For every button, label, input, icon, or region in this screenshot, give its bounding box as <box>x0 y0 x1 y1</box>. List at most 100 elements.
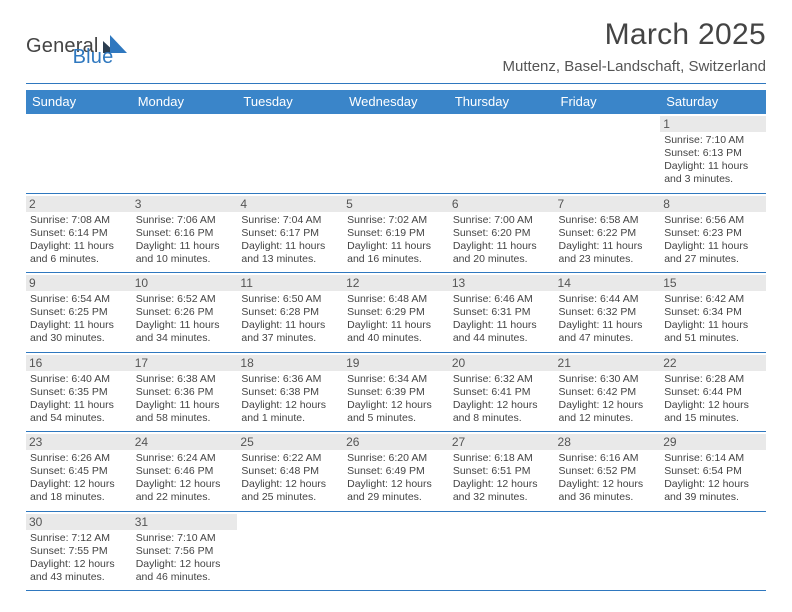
title-rule <box>26 83 766 84</box>
location-text: Muttenz, Basel-Landschaft, Switzerland <box>503 58 766 75</box>
day-details: Sunrise: 6:24 AMSunset: 6:46 PMDaylight:… <box>136 452 234 505</box>
day-details: Sunrise: 6:54 AMSunset: 6:25 PMDaylight:… <box>30 293 128 346</box>
day-number: 10 <box>132 275 238 291</box>
calendar-day-cell <box>343 114 449 193</box>
day-details: Sunrise: 6:26 AMSunset: 6:45 PMDaylight:… <box>30 452 128 505</box>
day-details: Sunrise: 6:50 AMSunset: 6:28 PMDaylight:… <box>241 293 339 346</box>
calendar-day-cell: 23 Sunrise: 6:26 AMSunset: 6:45 PMDayligh… <box>26 432 132 512</box>
calendar-day-cell: 24 Sunrise: 6:24 AMSunset: 6:46 PMDayligh… <box>132 432 238 512</box>
calendar-day-cell: 5 Sunrise: 7:02 AMSunset: 6:19 PMDaylight… <box>343 193 449 273</box>
weekday-header: Wednesday <box>343 90 449 114</box>
day-details: Sunrise: 6:52 AMSunset: 6:26 PMDaylight:… <box>136 293 234 346</box>
calendar-day-cell: 15 Sunrise: 6:42 AMSunset: 6:34 PMDayligh… <box>660 273 766 353</box>
calendar-day-cell: 26 Sunrise: 6:20 AMSunset: 6:49 PMDayligh… <box>343 432 449 512</box>
day-number: 7 <box>555 196 661 212</box>
calendar-day-cell: 11 Sunrise: 6:50 AMSunset: 6:28 PMDayligh… <box>237 273 343 353</box>
day-details: Sunrise: 7:10 AMSunset: 6:13 PMDaylight:… <box>664 134 762 187</box>
day-details: Sunrise: 6:46 AMSunset: 6:31 PMDaylight:… <box>453 293 551 346</box>
day-number: 29 <box>660 434 766 450</box>
calendar-day-cell: 28 Sunrise: 6:16 AMSunset: 6:52 PMDayligh… <box>555 432 661 512</box>
header: General Blue March 2025 Muttenz, Basel-L… <box>26 18 766 75</box>
calendar-day-cell <box>555 114 661 193</box>
day-details: Sunrise: 6:38 AMSunset: 6:36 PMDaylight:… <box>136 373 234 426</box>
calendar-day-cell: 9 Sunrise: 6:54 AMSunset: 6:25 PMDaylight… <box>26 273 132 353</box>
calendar-day-cell: 18 Sunrise: 6:36 AMSunset: 6:38 PMDayligh… <box>237 352 343 432</box>
calendar-day-cell: 1 Sunrise: 7:10 AMSunset: 6:13 PMDaylight… <box>660 114 766 193</box>
day-number: 15 <box>660 275 766 291</box>
calendar-day-cell <box>555 511 661 591</box>
day-number: 22 <box>660 355 766 371</box>
day-number: 28 <box>555 434 661 450</box>
calendar-day-cell <box>343 511 449 591</box>
day-details: Sunrise: 6:44 AMSunset: 6:32 PMDaylight:… <box>559 293 657 346</box>
calendar-day-cell <box>449 114 555 193</box>
day-details: Sunrise: 6:40 AMSunset: 6:35 PMDaylight:… <box>30 373 128 426</box>
calendar-day-cell <box>660 511 766 591</box>
calendar-day-cell: 14 Sunrise: 6:44 AMSunset: 6:32 PMDayligh… <box>555 273 661 353</box>
day-details: Sunrise: 7:02 AMSunset: 6:19 PMDaylight:… <box>347 214 445 267</box>
weekday-header: Tuesday <box>237 90 343 114</box>
day-number: 11 <box>237 275 343 291</box>
calendar-day-cell: 17Sunrise: 6:38 AMSunset: 6:36 PMDayligh… <box>132 352 238 432</box>
day-details: Sunrise: 6:42 AMSunset: 6:34 PMDaylight:… <box>664 293 762 346</box>
day-number: 16 <box>26 355 132 371</box>
day-number: 23 <box>26 434 132 450</box>
day-details: Sunrise: 6:20 AMSunset: 6:49 PMDaylight:… <box>347 452 445 505</box>
calendar-day-cell: 22 Sunrise: 6:28 AMSunset: 6:44 PMDayligh… <box>660 352 766 432</box>
day-number: 21 <box>555 355 661 371</box>
calendar-day-cell: 3 Sunrise: 7:06 AMSunset: 6:16 PMDaylight… <box>132 193 238 273</box>
calendar-body: 1 Sunrise: 7:10 AMSunset: 6:13 PMDaylight… <box>26 114 766 591</box>
calendar-week-row: 30 Sunrise: 7:12 AMSunset: 7:55 PMDayligh… <box>26 511 766 591</box>
day-details: Sunrise: 6:16 AMSunset: 6:52 PMDaylight:… <box>559 452 657 505</box>
day-number: 12 <box>343 275 449 291</box>
day-details: Sunrise: 6:58 AMSunset: 6:22 PMDaylight:… <box>559 214 657 267</box>
calendar-day-cell: 25Sunrise: 6:22 AMSunset: 6:48 PMDayligh… <box>237 432 343 512</box>
calendar-week-row: 1 Sunrise: 7:10 AMSunset: 6:13 PMDaylight… <box>26 114 766 193</box>
day-details: Sunrise: 6:28 AMSunset: 6:44 PMDaylight:… <box>664 373 762 426</box>
calendar-day-cell <box>237 114 343 193</box>
calendar-day-cell: 19Sunrise: 6:34 AMSunset: 6:39 PMDayligh… <box>343 352 449 432</box>
calendar-day-cell: 4 Sunrise: 7:04 AMSunset: 6:17 PMDaylight… <box>237 193 343 273</box>
calendar-day-cell: 8Sunrise: 6:56 AMSunset: 6:23 PMDaylight… <box>660 193 766 273</box>
day-number: 26 <box>343 434 449 450</box>
day-details: Sunrise: 6:32 AMSunset: 6:41 PMDaylight:… <box>453 373 551 426</box>
day-details: Sunrise: 7:06 AMSunset: 6:16 PMDaylight:… <box>136 214 234 267</box>
day-number: 14 <box>555 275 661 291</box>
logo-word-blue: Blue <box>73 46 114 69</box>
page-title: March 2025 <box>503 18 766 52</box>
day-number: 5 <box>343 196 449 212</box>
day-number: 3 <box>132 196 238 212</box>
day-details: Sunrise: 6:34 AMSunset: 6:39 PMDaylight:… <box>347 373 445 426</box>
day-number: 18 <box>237 355 343 371</box>
day-details: Sunrise: 7:04 AMSunset: 6:17 PMDaylight:… <box>241 214 339 267</box>
logo: General Blue <box>26 24 113 69</box>
day-number: 9 <box>26 275 132 291</box>
calendar-day-cell <box>26 114 132 193</box>
calendar-day-cell: 29 Sunrise: 6:14 AMSunset: 6:54 PMDayligh… <box>660 432 766 512</box>
calendar-day-cell: 21Sunrise: 6:30 AMSunset: 6:42 PMDayligh… <box>555 352 661 432</box>
calendar-day-cell <box>237 511 343 591</box>
calendar-day-cell: 31Sunrise: 7:10 AMSunset: 7:56 PMDayligh… <box>132 511 238 591</box>
day-number: 4 <box>237 196 343 212</box>
calendar-week-row: 9 Sunrise: 6:54 AMSunset: 6:25 PMDaylight… <box>26 273 766 353</box>
weekday-header: Sunday <box>26 90 132 114</box>
calendar-day-cell <box>132 114 238 193</box>
day-details: Sunrise: 7:08 AMSunset: 6:14 PMDaylight:… <box>30 214 128 267</box>
day-details: Sunrise: 6:36 AMSunset: 6:38 PMDaylight:… <box>241 373 339 426</box>
calendar-day-cell: 20Sunrise: 6:32 AMSunset: 6:41 PMDayligh… <box>449 352 555 432</box>
calendar-day-cell: 30 Sunrise: 7:12 AMSunset: 7:55 PMDayligh… <box>26 511 132 591</box>
calendar-header: SundayMondayTuesdayWednesdayThursdayFrid… <box>26 90 766 114</box>
day-number: 1 <box>660 116 766 132</box>
day-number: 24 <box>132 434 238 450</box>
day-details: Sunrise: 7:00 AMSunset: 6:20 PMDaylight:… <box>453 214 551 267</box>
day-number: 31 <box>132 514 238 530</box>
day-details: Sunrise: 6:14 AMSunset: 6:54 PMDaylight:… <box>664 452 762 505</box>
day-number: 8 <box>660 196 766 212</box>
calendar-day-cell: 12 Sunrise: 6:48 AMSunset: 6:29 PMDayligh… <box>343 273 449 353</box>
day-number: 30 <box>26 514 132 530</box>
calendar-table: SundayMondayTuesdayWednesdayThursdayFrid… <box>26 90 766 591</box>
day-details: Sunrise: 7:12 AMSunset: 7:55 PMDaylight:… <box>30 532 128 585</box>
day-details: Sunrise: 6:18 AMSunset: 6:51 PMDaylight:… <box>453 452 551 505</box>
day-details: Sunrise: 6:48 AMSunset: 6:29 PMDaylight:… <box>347 293 445 346</box>
day-details: Sunrise: 6:22 AMSunset: 6:48 PMDaylight:… <box>241 452 339 505</box>
